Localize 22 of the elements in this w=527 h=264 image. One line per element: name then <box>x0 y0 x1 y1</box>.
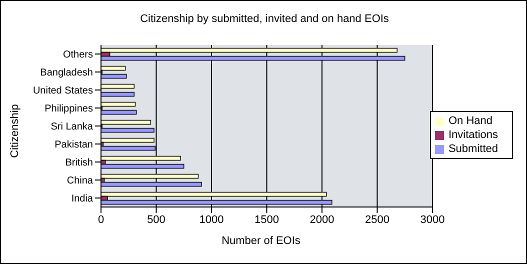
x-tick-label: 500 <box>147 214 166 226</box>
x-tick-label: 2000 <box>310 214 334 226</box>
x-tick-label: 0 <box>98 214 104 226</box>
chart-title: Citizenship by submitted, invited and on hand EOIs <box>139 13 390 25</box>
legend-label: Submitted <box>448 143 498 155</box>
x-tick-label: 2500 <box>364 214 390 226</box>
y-tick-label: United States <box>32 86 93 97</box>
y-tick-label: China <box>66 176 94 187</box>
y-tick-label: Others <box>62 50 93 61</box>
x-tick-label: 3000 <box>420 214 445 226</box>
legend-label: Invitations <box>448 129 498 141</box>
x-axis-title: Number of EOIs <box>220 235 302 247</box>
y-tick-label: British <box>65 158 93 169</box>
y-tick-label: Bangladesh <box>40 68 93 79</box>
y-axis-title: Citizenship <box>9 104 21 158</box>
x-tick-label: 1500 <box>254 214 279 226</box>
x-tick-label: 1000 <box>199 214 224 226</box>
y-tick-label: Pakistan <box>54 140 93 151</box>
legend-label: On Hand <box>448 115 492 127</box>
y-tick-label: India <box>71 194 94 205</box>
y-tick-label: Sri Lanka <box>50 122 94 133</box>
y-tick-label: Philippines <box>44 104 93 115</box>
